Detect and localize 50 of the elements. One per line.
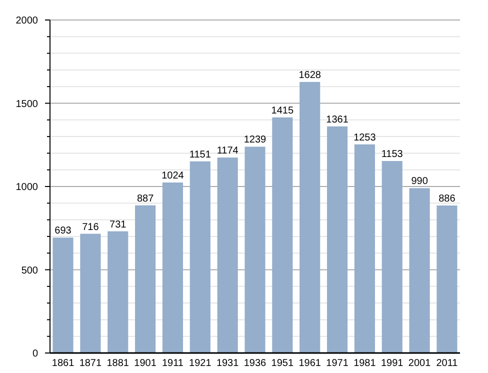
data-label: 1628	[298, 70, 322, 81]
data-label: 693	[54, 226, 72, 237]
data-label: 1151	[189, 149, 212, 160]
x-tick-label: 1901	[134, 358, 157, 369]
data-label: 1024	[162, 170, 184, 182]
bar	[436, 205, 458, 353]
data-label: 1415	[271, 105, 294, 116]
bar	[217, 158, 238, 353]
bar	[80, 234, 101, 353]
bar	[409, 188, 430, 353]
y-tick-label: 500	[21, 265, 38, 276]
data-label: 731	[110, 219, 127, 230]
data-label: 886	[438, 193, 456, 204]
bar	[272, 117, 293, 353]
data-label: 716	[82, 222, 100, 233]
data-label: 887	[136, 193, 154, 204]
bar	[162, 182, 184, 353]
y-tick-label: 2000	[16, 16, 38, 26]
data-label: 1153	[381, 149, 404, 160]
y-tick-label: 0	[32, 348, 38, 360]
bar	[300, 82, 320, 353]
bar	[382, 161, 402, 353]
x-tick-label: 1951	[271, 358, 294, 369]
x-tick-label: 1981	[354, 358, 376, 369]
bar	[108, 231, 128, 353]
x-tick-label: 1936	[244, 358, 267, 369]
x-tick-label: 1861	[52, 358, 75, 369]
bar	[135, 205, 156, 353]
x-tick-label: 1931	[216, 358, 240, 369]
y-tick-label: 1500	[16, 98, 38, 110]
x-tick-label: 2011	[436, 358, 458, 369]
bar	[326, 126, 348, 353]
x-tick-label: 1921	[189, 358, 212, 369]
bar	[190, 161, 210, 353]
data-label: 1361	[326, 114, 349, 126]
x-tick-label: 1971	[326, 358, 349, 369]
x-tick-label: 1961	[298, 358, 322, 369]
y-tick-label: 1000	[16, 182, 38, 193]
data-label: 1174	[216, 146, 239, 157]
x-tick-label: 1871	[79, 358, 102, 369]
x-tick-label: 1911	[162, 358, 184, 369]
x-tick-label: 1881	[106, 358, 130, 369]
bar	[52, 238, 74, 353]
x-tick-label: 2001	[408, 358, 432, 369]
data-label: 1253	[354, 132, 376, 144]
x-tick-label: 1991	[381, 358, 404, 369]
data-label: 990	[411, 176, 428, 188]
data-label: 1239	[244, 134, 267, 146]
bar	[354, 144, 375, 353]
bar	[244, 146, 266, 353]
